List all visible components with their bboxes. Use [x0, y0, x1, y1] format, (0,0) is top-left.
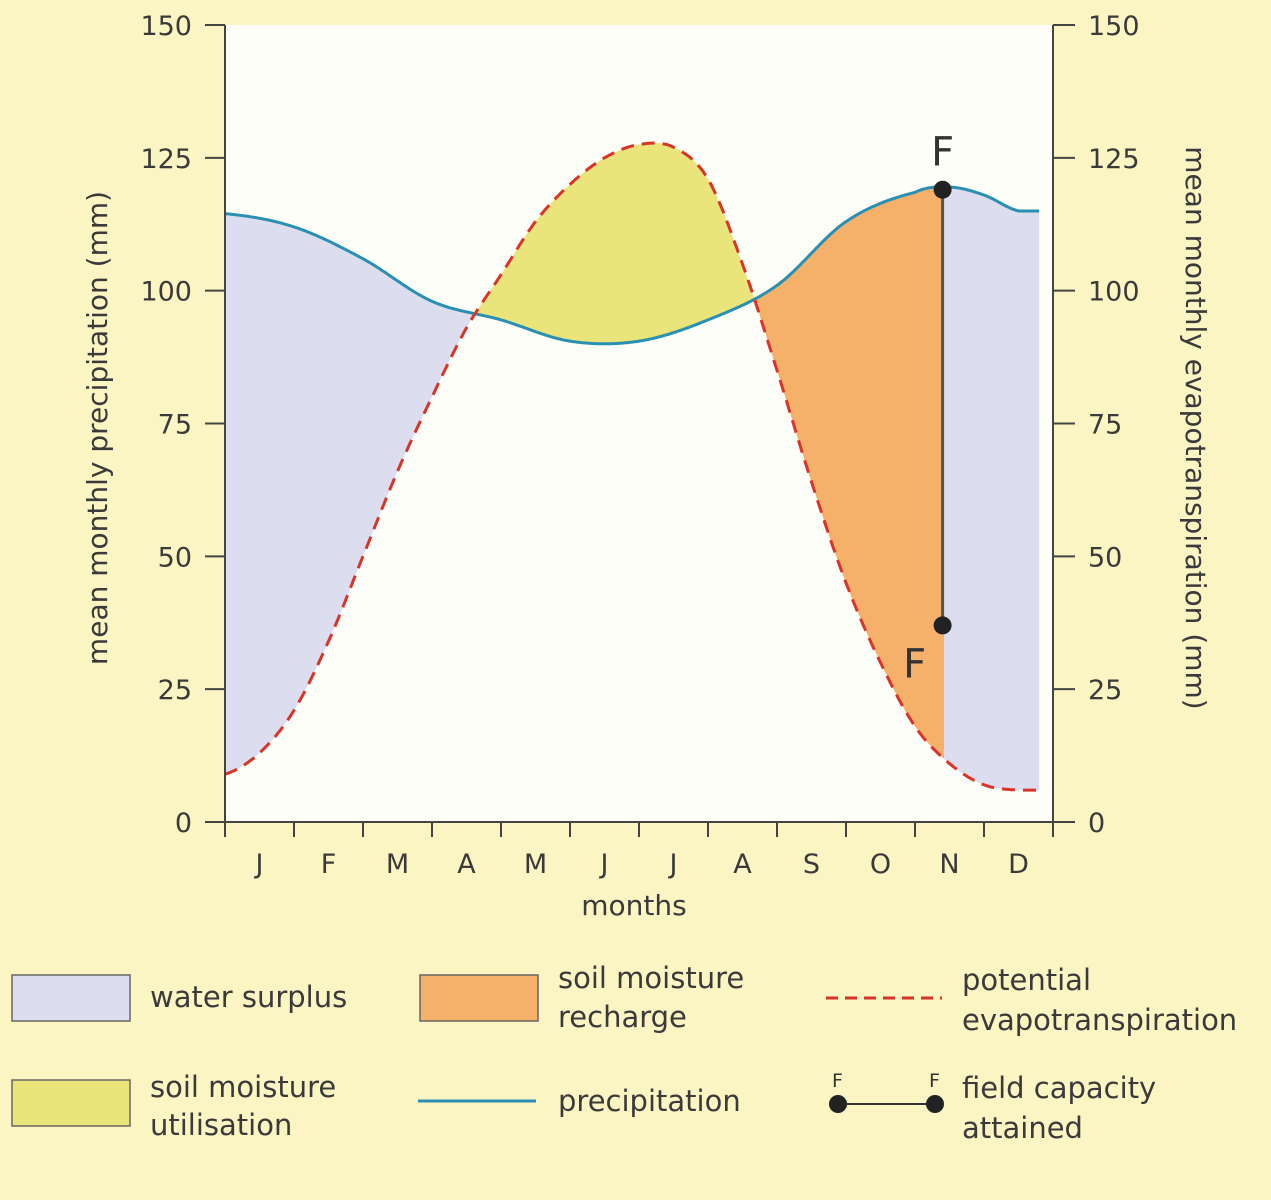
- y-axis-title-left: mean monthly precipitation (mm): [81, 191, 114, 665]
- x-axis-title: months: [581, 889, 686, 922]
- field-capacity-label-top: F: [931, 130, 954, 176]
- y-tick-label-left-150: 150: [140, 11, 192, 42]
- legend-swatch-soil-moisture-utilisation: [11, 1079, 131, 1127]
- region-water-surplus: [225, 213, 477, 775]
- legend-dot-field-capacity-left: [829, 1095, 847, 1113]
- field-capacity-marker: FF: [903, 130, 954, 688]
- legend-label-soil-moisture-recharge-2: recharge: [558, 1000, 687, 1034]
- y-tick-label-right-150: 150: [1088, 11, 1140, 42]
- y-tick-label-left-25: 25: [158, 675, 192, 706]
- field-capacity-label-bottom: F: [903, 641, 926, 687]
- regions: [225, 143, 1040, 791]
- x-tick-label-6: J: [668, 849, 678, 880]
- legend-label-water-surplus: water surplus: [150, 980, 347, 1014]
- legend-label-soil-moisture-utilisation-1: soil moisture: [150, 1070, 336, 1104]
- y-tick-label-right-125: 125: [1088, 144, 1140, 175]
- legend-label-field-capacity-2: attained: [962, 1111, 1083, 1145]
- x-tick-label-9: O: [870, 849, 891, 880]
- region-soil-moisture-utilisation: [476, 143, 755, 344]
- legend-label-potential-evapotranspiration-2: evapotranspiration: [962, 1003, 1237, 1037]
- y-tick-label-right-75: 75: [1088, 410, 1122, 441]
- x-tick-label-4: M: [524, 849, 547, 880]
- precipitation-line: [225, 185, 1040, 346]
- x-tick-label-2: M: [386, 849, 409, 880]
- y-tick-label-left-100: 100: [140, 277, 192, 308]
- legend-swatch-soil-moisture-recharge: [419, 974, 539, 1022]
- y-tick-label-right-25: 25: [1088, 675, 1122, 706]
- x-tick-label-3: A: [457, 849, 476, 880]
- legend-label-field-capacity-1: field capacity: [962, 1071, 1156, 1105]
- legend: water surplus soil moisture recharge pot…: [11, 961, 1237, 1145]
- y-tick-label-left-75: 75: [158, 410, 192, 441]
- x-tick-label-1: F: [321, 849, 337, 880]
- y-tick-label-left-0: 0: [175, 808, 192, 839]
- y-tick-label-right-0: 0: [1088, 808, 1105, 839]
- legend-marker-f-left: F: [832, 1070, 843, 1092]
- field-capacity-dot-top: [933, 180, 952, 199]
- region-soil-moisture-recharge: [754, 186, 944, 759]
- legend-marker-f-right: F: [929, 1070, 940, 1092]
- y-tick-label-left-50: 50: [158, 542, 192, 573]
- legend-label-potential-evapotranspiration-1: potential: [962, 963, 1091, 997]
- legend-label-soil-moisture-utilisation-2: utilisation: [150, 1108, 292, 1142]
- legend-label-soil-moisture-recharge-1: soil moisture: [558, 961, 744, 995]
- x-tick-label-8: S: [803, 849, 820, 880]
- y-tick-label-right-50: 50: [1088, 542, 1122, 573]
- legend-swatch-water-surplus: [11, 974, 131, 1022]
- evapotranspiration-line: [225, 141, 1040, 792]
- legend-label-precipitation: precipitation: [558, 1084, 741, 1118]
- series: [225, 141, 1040, 792]
- y-tick-label-left-125: 125: [140, 144, 192, 175]
- field-capacity-dot-bottom: [933, 616, 952, 635]
- ticks: 0 25 50 75 100 125 150 0 25 50 75 100 125 150 J F M A M J J A…: [140, 11, 1139, 880]
- legend-dot-field-capacity-right: [926, 1095, 944, 1113]
- y-axis-title-right: mean monthly evapotranspiration (mm): [1179, 146, 1212, 709]
- x-tick-label-11: D: [1008, 849, 1029, 880]
- x-tick-label-5: J: [599, 849, 609, 880]
- x-tick-label-7: A: [733, 849, 752, 880]
- region-water-surplus: [944, 186, 1040, 791]
- x-tick-label-0: J: [254, 849, 264, 880]
- y-tick-label-right-100: 100: [1088, 277, 1140, 308]
- x-tick-label-10: N: [939, 849, 959, 880]
